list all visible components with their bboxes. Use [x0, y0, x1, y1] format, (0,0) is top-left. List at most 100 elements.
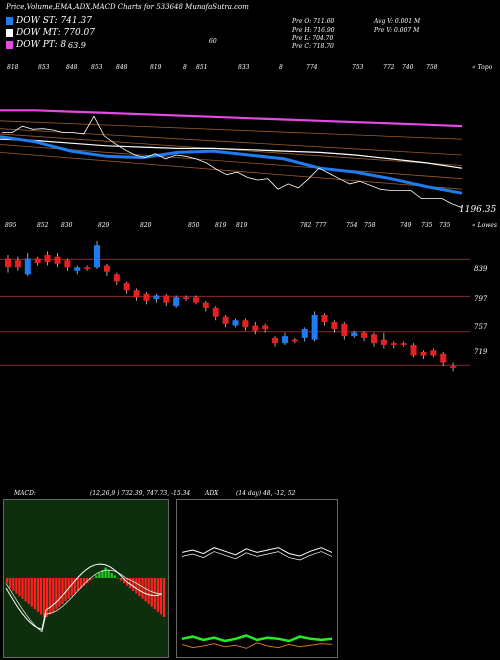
ema-value-label: 1196.35 — [459, 205, 497, 215]
macd-histogram-bar — [153, 578, 156, 610]
macd-histogram-bar — [12, 578, 15, 591]
macd-label: MACD: — [14, 490, 36, 497]
adx-line-secondary — [181, 551, 333, 561]
mid-scale-label: 819 — [215, 222, 227, 229]
legend-item-pt: DOW PT: 8 — [6, 39, 66, 51]
candle-body — [14, 260, 21, 268]
legend-swatch-mt — [6, 29, 13, 37]
top-scale-label: 8 — [279, 64, 283, 71]
macd-histogram-bar — [147, 578, 150, 604]
macd-histogram-bar — [64, 578, 67, 602]
macd-histogram-bar — [144, 578, 147, 602]
candle-body — [281, 336, 288, 344]
top-scale-label: 772 — [383, 64, 395, 71]
legend-item-st: DOW ST: 741.37 — [6, 15, 92, 27]
legend-label-mt: DOW MT: 770.07 — [16, 28, 95, 38]
macd-histogram-bar — [6, 578, 9, 584]
mid-scale-label: 820 — [140, 222, 152, 229]
candle-body — [380, 339, 387, 345]
candle-body — [183, 297, 190, 300]
candle-body — [400, 343, 407, 345]
macd-histogram-bar — [86, 578, 89, 584]
top-scale-row: 818 853 848 853 848 819 8 851 833 8 774 … — [0, 64, 470, 74]
ema-chart — [0, 109, 463, 208]
ema-reference-line — [0, 144, 463, 180]
top-scale-label: 819 — [150, 64, 162, 71]
macd-params: (12,26,9 ) 732.39, 747.73, -15.34 — [90, 490, 191, 497]
macd-histogram-bar — [73, 578, 76, 594]
candle-body — [311, 314, 318, 340]
candle-body — [133, 290, 140, 298]
top-scale-label: 758 — [426, 64, 438, 71]
ohlc-avg-volume: Avg V: 0.001 M — [374, 18, 421, 25]
candle-body — [113, 274, 120, 282]
top-scale-label: 848 — [116, 64, 128, 71]
adx-label: ADX — [205, 490, 219, 497]
macd-histogram-bar — [129, 578, 132, 589]
macd-histogram-bar — [150, 578, 153, 607]
macd-histogram-bar — [141, 578, 144, 599]
macd-histogram-bar — [113, 575, 116, 578]
macd-histogram-bar — [89, 578, 92, 581]
macd-histogram-bar — [18, 578, 21, 597]
macd-histogram-bar — [42, 578, 46, 617]
mid-scale-label: 749 — [400, 222, 412, 229]
macd-histogram-bar — [104, 567, 107, 578]
adx-panel — [176, 499, 338, 658]
legend-swatch-pt — [6, 41, 13, 49]
candle-body — [74, 267, 81, 271]
plus-di-line — [181, 634, 333, 643]
ema-series-dow-pt — [0, 109, 463, 128]
mid-scale-label: 782 — [300, 222, 312, 229]
mid-scale-label: 777 — [315, 222, 327, 229]
adx-params: (14 day) 48, -12, 52 — [236, 490, 296, 497]
ohlc-prev-volume: Pre V: 0.007 M — [374, 27, 420, 34]
macd-histogram-bar — [33, 578, 36, 610]
candle-body — [262, 325, 269, 330]
macd-histogram-bar — [49, 578, 52, 615]
legend-label-st: DOW ST: 741.37 — [16, 16, 92, 26]
candle-body — [390, 343, 397, 345]
candle-body — [351, 332, 358, 337]
mid-scale-label: 819 — [236, 222, 248, 229]
top-scale-label: 774 — [306, 64, 318, 71]
ema-reference-line — [0, 151, 463, 190]
candle-body — [450, 366, 457, 368]
candle-body — [370, 334, 377, 344]
mid-scale-label: 735 — [421, 222, 433, 229]
macd-histogram-bar — [122, 578, 126, 584]
macd-histogram-bar — [46, 578, 49, 617]
adx-chart — [181, 547, 333, 649]
macd-histogram-bar — [52, 578, 55, 612]
volume-axis-label: « Topo — [472, 64, 493, 71]
candle-body — [192, 297, 199, 303]
macd-line — [5, 563, 163, 631]
top-scale-label: 853 — [38, 64, 50, 71]
mid-scale-label: 829 — [98, 222, 110, 229]
legend-label-pt: DOW PT: 8 — [16, 40, 67, 50]
ohlc-low: Pre L: 704.70 — [292, 35, 334, 42]
mid-scale-label: 758 — [364, 222, 376, 229]
price-level-label: 719 — [474, 348, 488, 356]
ema-series-dow-mt — [0, 138, 463, 169]
macd-histogram-bar — [95, 575, 98, 578]
mid-scale-row: 895 852 830 829 820 850 819 819 782 777 … — [0, 222, 470, 232]
price-level-label: 797 — [474, 295, 488, 303]
macd-histogram-bar — [119, 578, 123, 581]
macd-histogram-bar — [76, 578, 80, 591]
candle-body — [5, 258, 11, 268]
candle-body — [34, 258, 41, 263]
ema-series-dow-st — [0, 135, 463, 195]
mid-scale-label: 754 — [346, 222, 358, 229]
macd-histogram-bar — [55, 578, 58, 610]
macd-histogram-bar — [79, 578, 83, 589]
candle-body — [44, 254, 51, 262]
mid-scale-label: 735 — [439, 222, 451, 229]
macd-histogram-bar — [27, 578, 30, 604]
candle-body — [252, 325, 259, 331]
top-scale-label: 740 — [402, 64, 414, 71]
top-scale-label: 818 — [7, 64, 19, 71]
chart-title: Price,Volume,EMA,ADX,MACD Charts for 533… — [6, 3, 249, 11]
macd-panel — [3, 499, 169, 658]
macd-histogram-bar — [138, 578, 141, 597]
